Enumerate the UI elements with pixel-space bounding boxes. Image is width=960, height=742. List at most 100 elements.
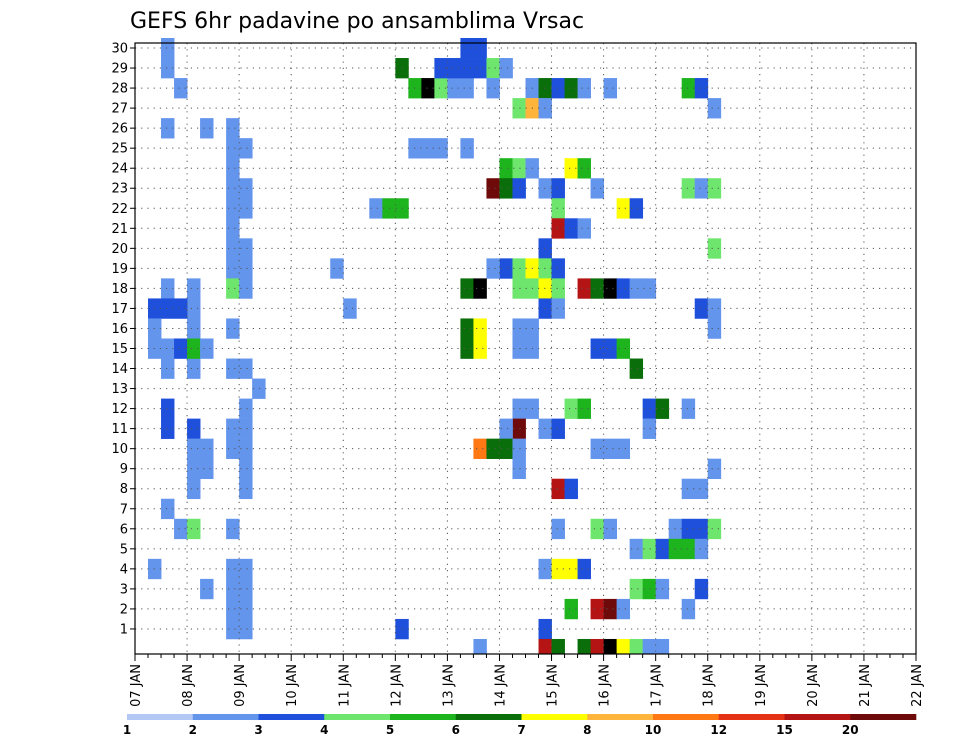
x-tick-label: 19 JAN	[754, 664, 769, 707]
y-tick-label: 14	[111, 362, 128, 377]
y-tick-label: 30	[111, 42, 128, 57]
y-tick-label: 7	[120, 502, 128, 517]
y-tick-label: 3	[120, 582, 128, 597]
precip-cell	[707, 458, 722, 480]
precip-cell	[551, 558, 565, 580]
precip-cell	[174, 298, 188, 319]
precip-cell	[486, 438, 500, 459]
precip-cell	[473, 318, 487, 339]
precip-cell	[200, 118, 214, 139]
x-tick-label: 21 JAN	[858, 664, 873, 707]
precip-cell	[512, 438, 526, 459]
y-tick-label: 13	[111, 382, 128, 397]
precip-cell	[226, 178, 240, 199]
colorbar-label: 5	[386, 723, 394, 737]
precip-cell	[590, 438, 604, 459]
precip-cell	[460, 318, 474, 339]
precip-cell	[226, 238, 240, 259]
precip-cell	[239, 198, 253, 219]
colorbar-label: 1	[123, 723, 131, 737]
precip-cell	[694, 538, 709, 560]
y-tick-label: 5	[120, 542, 128, 557]
precip-cell	[239, 278, 253, 299]
precip-cell	[629, 638, 644, 655]
precip-cell	[226, 118, 240, 139]
precip-cell	[564, 158, 578, 179]
precip-cell	[681, 478, 696, 500]
precip-cell	[499, 158, 513, 179]
colorbar-swatch	[127, 714, 194, 720]
precip-cell	[421, 138, 435, 159]
precip-cell	[642, 578, 657, 600]
precip-cell	[226, 518, 240, 540]
precip-cell	[603, 438, 618, 459]
precip-cell	[239, 178, 253, 199]
precip-cell	[694, 518, 709, 540]
precip-cell	[512, 418, 526, 439]
x-tick-label: 07 JAN	[129, 664, 144, 707]
precip-cell	[694, 578, 709, 600]
colorbar-swatch	[258, 714, 325, 720]
precip-cell	[551, 418, 565, 439]
precip-cell	[226, 598, 240, 620]
y-tick-label: 28	[111, 82, 128, 97]
x-tick-label: 20 JAN	[806, 664, 821, 707]
precip-cell	[564, 78, 578, 99]
precip-cell	[681, 598, 696, 620]
precip-cell	[252, 378, 266, 399]
y-tick-label: 8	[120, 482, 128, 497]
precip-cell	[226, 158, 240, 179]
precip-cell	[434, 58, 448, 79]
precip-cell	[616, 198, 631, 219]
precip-cell	[187, 438, 201, 459]
precip-cell	[590, 278, 604, 299]
colorbar-label: 12	[710, 723, 727, 737]
precip-cell	[473, 638, 487, 655]
precip-cell	[486, 258, 500, 279]
precip-cell	[616, 598, 631, 620]
precip-cell	[629, 538, 644, 560]
precip-cell	[707, 518, 722, 540]
chart-title: GEFS 6hr padavine po ansamblima Vrsac	[130, 9, 584, 34]
precip-cell	[486, 178, 500, 199]
precip-cell	[551, 638, 565, 655]
precip-cell	[577, 638, 591, 655]
precip-cell	[551, 78, 565, 99]
precip-cell	[603, 338, 618, 359]
precip-cell	[512, 458, 526, 480]
colorbar-swatch	[192, 714, 259, 720]
precip-cell	[551, 478, 565, 500]
precip-cell	[473, 438, 487, 459]
precip-cell	[187, 518, 201, 540]
y-tick-label: 11	[111, 422, 128, 437]
precip-cell	[187, 318, 201, 339]
precip-cell	[590, 518, 604, 540]
precip-cell	[642, 398, 657, 419]
colorbar-swatch	[455, 714, 522, 720]
y-tick-label: 2	[120, 602, 128, 617]
y-tick-label: 23	[111, 182, 128, 197]
colorbar-label: 15	[776, 723, 793, 737]
precip-cell	[564, 218, 578, 239]
precipitation-cells	[148, 37, 722, 655]
precip-cell	[577, 398, 591, 419]
precip-cell	[226, 358, 240, 379]
precip-cell	[239, 578, 253, 600]
precip-cell	[239, 358, 253, 379]
precip-cell	[187, 458, 201, 480]
y-tick-label: 29	[111, 62, 128, 77]
colorbar-label: 20	[842, 723, 859, 737]
x-tick-label: 10 JAN	[285, 664, 300, 707]
y-tick-label: 15	[111, 342, 128, 357]
precip-cell	[161, 278, 175, 299]
y-tick-label: 27	[111, 102, 128, 117]
precip-cell	[512, 278, 526, 299]
precip-cell	[330, 258, 344, 279]
precip-cell	[200, 438, 214, 459]
y-tick-label: 9	[120, 462, 128, 477]
precip-cell	[174, 338, 188, 359]
precip-cell	[369, 198, 383, 219]
precip-cell	[343, 298, 357, 319]
y-tick-label: 12	[111, 402, 128, 417]
precip-cell	[499, 58, 513, 79]
